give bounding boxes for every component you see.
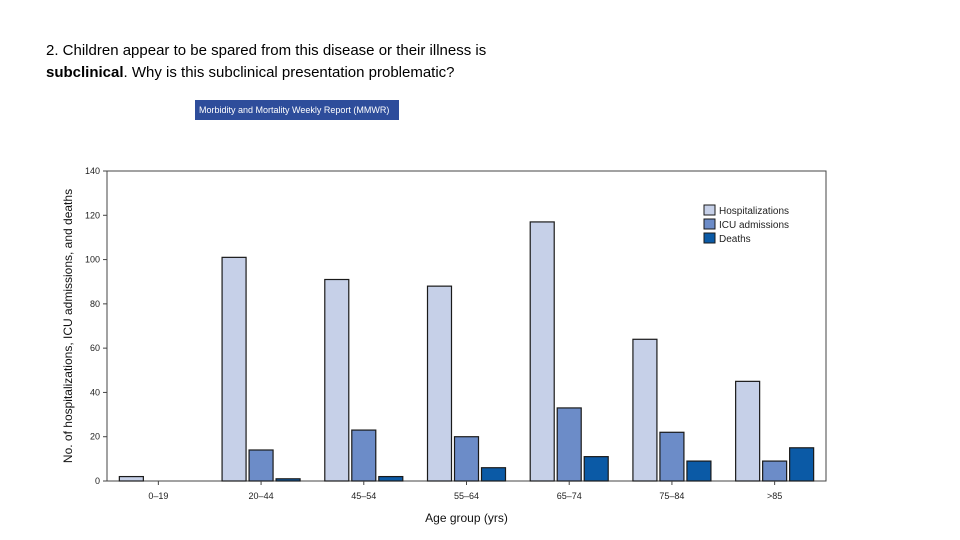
x-tick-label: 45–54 <box>351 491 376 501</box>
bar-deaths <box>686 460 712 482</box>
bar-hospitalizations <box>735 380 761 482</box>
x-tick-label: 65–74 <box>557 491 582 501</box>
question-bold-term: subclinical <box>46 64 124 81</box>
y-tick-label: 100 <box>85 255 100 265</box>
bar-hospitalizations <box>632 338 658 482</box>
y-tick-label: 40 <box>90 387 100 397</box>
bar-hospitalizations <box>118 475 144 482</box>
source-badge: Morbidity and Mortality Weekly Report (M… <box>195 100 399 120</box>
bar-deaths <box>275 478 301 482</box>
x-tick-label: 20–44 <box>249 491 274 501</box>
bar-deaths <box>480 467 507 482</box>
bar-icu-admissions <box>556 407 582 482</box>
x-tick-label: >85 <box>767 491 782 501</box>
x-tick-label: 0–19 <box>148 491 168 501</box>
y-tick-label: 120 <box>85 210 100 220</box>
bar-hospitalizations <box>529 221 555 482</box>
y-tick-label: 80 <box>90 299 100 309</box>
bar-icu-admissions <box>453 436 480 482</box>
bar-icu-admissions <box>762 460 788 482</box>
x-tick-label: 55–64 <box>454 491 479 501</box>
bar-deaths <box>378 475 404 482</box>
legend-swatch-deaths <box>703 232 716 244</box>
legend-label-deaths: Deaths <box>719 234 751 245</box>
x-axis-title: Age group (yrs) <box>425 511 508 525</box>
bar-icu-admissions <box>351 429 377 482</box>
bar-icu-admissions <box>248 449 274 482</box>
bar-hospitalizations <box>324 278 350 482</box>
y-tick-label: 60 <box>90 343 100 353</box>
plot-frame <box>106 170 827 482</box>
question-text: 2. Children appear to be spared from thi… <box>46 40 506 84</box>
legend-swatch-icu-admissions <box>703 218 716 230</box>
question-part-1: 2. Children appear to be spared from thi… <box>46 42 487 59</box>
y-tick-label: 20 <box>90 432 100 442</box>
bar-hospitalizations <box>221 256 247 482</box>
bar-deaths <box>583 456 609 482</box>
y-tick-label: 140 <box>85 166 100 176</box>
legend-label-hospitalizations: Hospitalizations <box>719 206 789 217</box>
question-part-2: . Why is this subclinical presentation p… <box>123 64 455 81</box>
y-axis-title: No. of hospitalizations, ICU admissions,… <box>61 189 75 463</box>
legend-swatch-hospitalizations <box>703 204 716 216</box>
bar-icu-admissions <box>659 431 685 482</box>
bar-deaths <box>789 447 815 482</box>
legend-label-icu-admissions: ICU admissions <box>719 220 789 231</box>
x-tick-label: 75–84 <box>659 491 684 501</box>
bar-hospitalizations <box>426 285 453 482</box>
y-tick-label: 0 <box>95 476 100 486</box>
